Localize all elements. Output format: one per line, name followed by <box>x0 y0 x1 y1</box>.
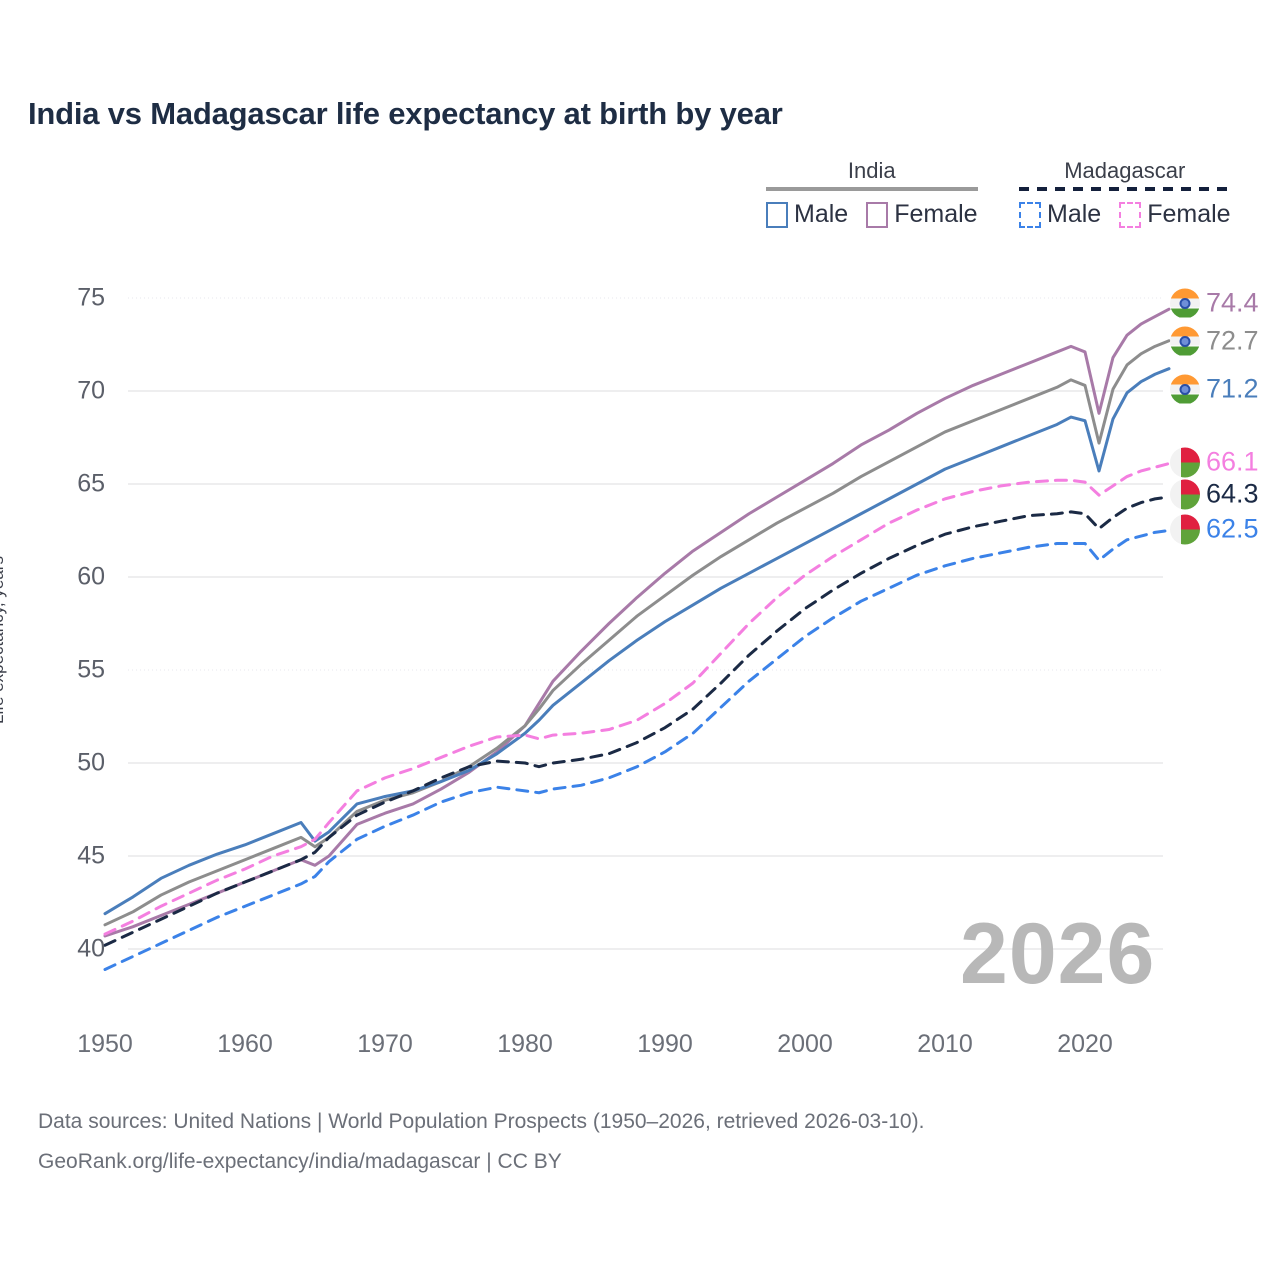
series-line-india-female <box>103 307 1171 938</box>
end-label-india-female[interactable]: 74.4 <box>1170 288 1259 319</box>
legend-swatch-madagascar-female <box>1119 201 1142 228</box>
page-title: India vs Madagascar life expectancy at b… <box>28 96 783 131</box>
y-axis-tick-label: 40 <box>77 934 105 963</box>
footer-data-sources: Data sources: United Nations | World Pop… <box>38 1110 925 1133</box>
legend-group-title-india: India <box>847 158 896 183</box>
end-label-value: 71.2 <box>1206 373 1259 404</box>
legend-label-india-female: Female <box>894 200 978 228</box>
end-label-india-total[interactable]: 72.7 <box>1170 326 1259 357</box>
legend-item-madagascar-female[interactable]: Female <box>1119 200 1231 229</box>
end-label-india-male[interactable]: 71.2 <box>1170 374 1259 405</box>
end-label-value: 74.4 <box>1206 287 1259 318</box>
x-axis-tick-label: 1990 <box>637 1030 693 1058</box>
y-axis-tick-label: 50 <box>77 748 105 777</box>
madagascar-flag-icon <box>1170 447 1200 477</box>
year-watermark: 2026 <box>960 906 1156 1002</box>
legend-group-title-madagascar: Madagascar <box>1064 158 1186 183</box>
series-line-madagascar-female <box>103 462 1171 936</box>
y-axis-tick-label: 70 <box>77 376 105 405</box>
legend-label-india-male: Male <box>794 200 849 228</box>
legend-item-india-female[interactable]: Female <box>866 200 978 229</box>
india-flag-icon <box>1170 326 1200 356</box>
x-axis-tick-label: 2010 <box>917 1030 973 1058</box>
legend-rule-india <box>766 187 978 191</box>
chart-legend: India Male Female Madagascar Male Female <box>0 158 1280 244</box>
legend-rule-madagascar <box>1019 187 1231 191</box>
series-line-madagascar-total <box>103 495 1171 947</box>
footer-attribution: GeoRank.org/life-expectancy/india/madaga… <box>38 1150 562 1173</box>
end-label-madagascar-total[interactable]: 64.3 <box>1170 479 1259 510</box>
y-axis-tick-label: 60 <box>77 562 105 591</box>
legend-item-madagascar-male[interactable]: Male <box>1019 200 1101 229</box>
y-axis-tick-label: 45 <box>77 841 105 870</box>
end-label-value: 72.7 <box>1206 325 1259 356</box>
end-label-value: 66.1 <box>1206 446 1259 477</box>
legend-swatch-india-male <box>766 201 788 228</box>
y-axis-tick-label: 55 <box>77 655 105 684</box>
madagascar-flag-icon <box>1170 514 1200 544</box>
end-label-value: 62.5 <box>1206 513 1259 544</box>
y-axis-tick-label: 75 <box>77 283 105 312</box>
end-label-value: 64.3 <box>1206 478 1259 509</box>
india-flag-icon <box>1170 288 1200 318</box>
series-line-madagascar-male <box>103 529 1171 971</box>
x-axis-tick-label: 2020 <box>1057 1030 1113 1058</box>
x-axis-tick-label: 1970 <box>357 1030 413 1058</box>
legend-swatch-madagascar-male <box>1019 201 1041 228</box>
legend-item-india-male[interactable]: Male <box>766 200 848 229</box>
x-axis-tick-label: 2000 <box>777 1030 833 1058</box>
end-label-madagascar-female[interactable]: 66.1 <box>1170 447 1259 478</box>
series-line-india-male <box>103 367 1171 916</box>
legend-label-madagascar-female: Female <box>1147 200 1231 228</box>
y-axis-tick-label: 65 <box>77 469 105 498</box>
x-axis-tick-label: 1980 <box>497 1030 553 1058</box>
end-label-madagascar-male[interactable]: 62.5 <box>1170 514 1259 545</box>
series-line-india-total <box>103 339 1171 927</box>
legend-swatch-india-female <box>866 201 889 228</box>
legend-group-madagascar: Madagascar Male Female <box>1019 158 1231 229</box>
legend-label-madagascar-male: Male <box>1047 200 1102 228</box>
legend-group-india: India Male Female <box>766 158 978 229</box>
x-axis-tick-label: 1950 <box>77 1030 133 1058</box>
madagascar-flag-icon <box>1170 479 1200 509</box>
x-axis-tick-label: 1960 <box>217 1030 273 1058</box>
india-flag-icon <box>1170 374 1200 404</box>
